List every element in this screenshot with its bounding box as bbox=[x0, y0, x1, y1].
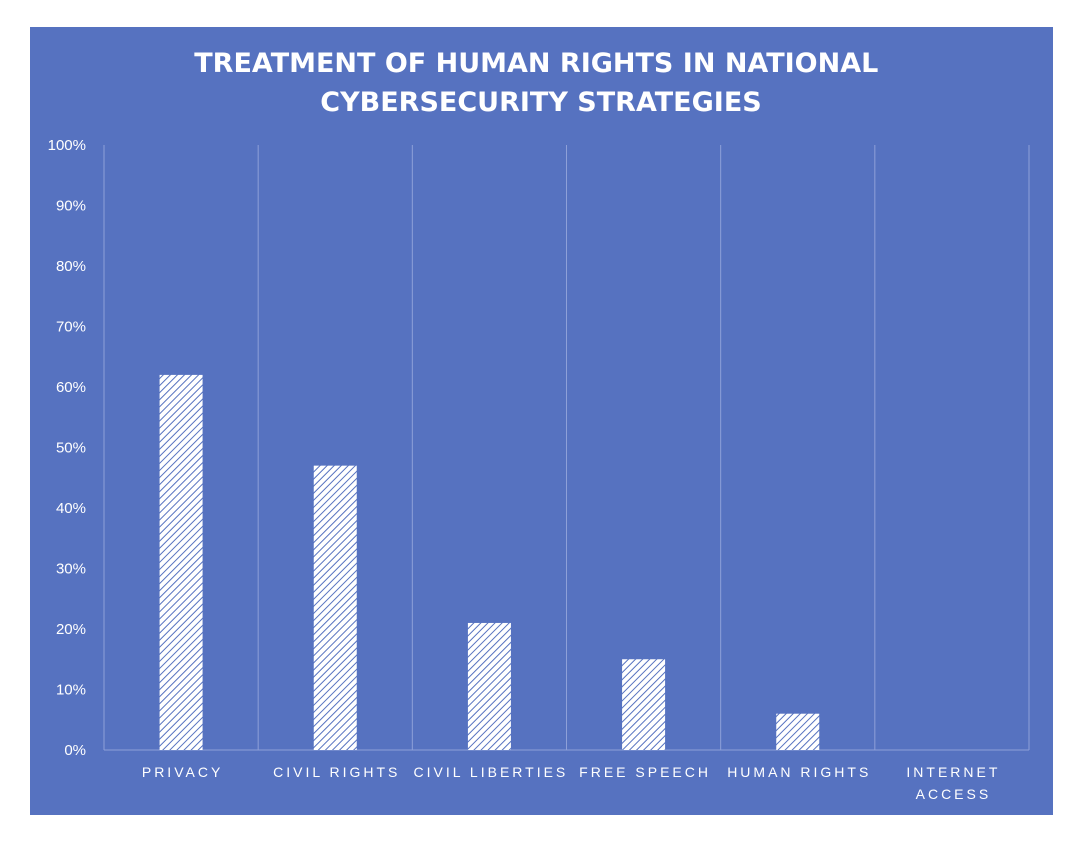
x-tick-label: CIVIL RIGHTS bbox=[273, 764, 400, 780]
x-tick-label: INTERNET bbox=[906, 764, 1000, 780]
x-tick-label: ACCESS bbox=[916, 786, 992, 802]
bars bbox=[159, 374, 820, 750]
bar bbox=[776, 713, 820, 750]
y-tick-label: 0% bbox=[64, 742, 86, 759]
bar bbox=[622, 659, 666, 750]
y-tick-label: 60% bbox=[56, 379, 86, 396]
y-tick-label: 90% bbox=[56, 198, 86, 215]
chart-title: TREATMENT OF HUMAN RIGHTS IN NATIONAL CY… bbox=[194, 48, 888, 118]
chart-title-line-1: TREATMENT OF HUMAN RIGHTS IN NATIONAL bbox=[194, 48, 878, 79]
x-tick-label: HUMAN RIGHTS bbox=[727, 764, 871, 780]
y-tick-label: 50% bbox=[56, 440, 86, 457]
x-tick-label: FREE SPEECH bbox=[579, 764, 711, 780]
x-tick-label: PRIVACY bbox=[142, 764, 223, 780]
chart-title-line-2: CYBERSECURITY STRATEGIES bbox=[320, 87, 761, 118]
y-tick-label: 40% bbox=[56, 500, 86, 517]
x-tick-label: CIVIL LIBERTIES bbox=[414, 764, 569, 780]
gridlines bbox=[103, 145, 1030, 751]
y-axis-ticks: 0% 10% 20% 30% 40% 50% 60% 70% 80% 90% 100% bbox=[48, 137, 86, 759]
y-tick-label: 20% bbox=[56, 621, 86, 638]
y-tick-label: 10% bbox=[56, 682, 86, 699]
x-axis-ticks: PRIVACY CIVIL RIGHTS CIVIL LIBERTIES FREE S… bbox=[142, 764, 1000, 802]
bar bbox=[159, 374, 203, 750]
y-tick-label: 30% bbox=[56, 561, 86, 578]
y-tick-label: 100% bbox=[48, 137, 86, 154]
y-tick-label: 80% bbox=[56, 258, 86, 275]
bar bbox=[467, 622, 511, 750]
bar bbox=[313, 465, 357, 750]
y-tick-label: 70% bbox=[56, 319, 86, 336]
